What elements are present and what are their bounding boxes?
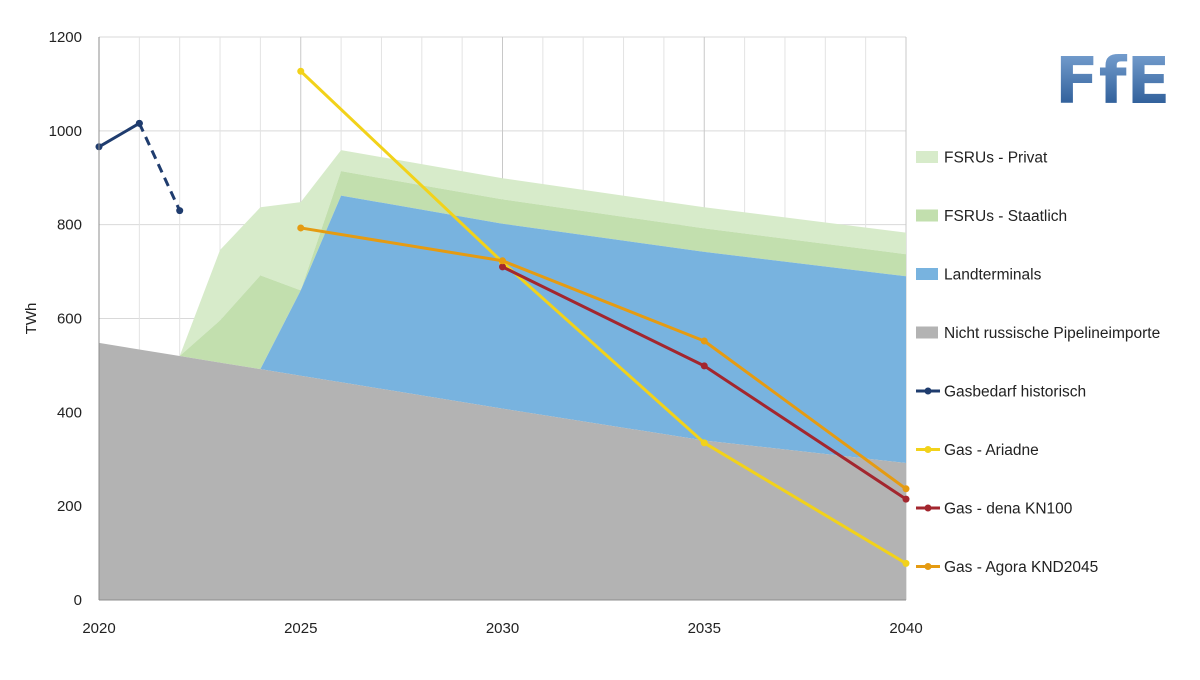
series-point-1 [902,559,910,567]
series-point-3 [700,337,708,345]
legend-label: Nicht russische Pipelineimporte [944,325,1160,342]
legend-marker [924,504,932,512]
legend-marker [924,387,932,395]
area-fsrus-staatlich [99,171,906,370]
series-lines [95,67,910,567]
legend-label: Gas - Ariadne [944,442,1039,459]
series-point-2 [700,362,708,370]
y-tick-label: 600 [57,311,82,328]
series-point-3 [499,257,506,265]
legend-swatch [916,209,938,222]
series-line-dashed-0 [137,122,182,212]
legend-swatch [916,268,938,280]
series-point-dashed-0 [176,207,184,215]
y-tick-label: 1200 [49,29,82,46]
y-tick-label: 1000 [49,123,82,140]
legend-marker [924,446,932,453]
legend-label: Gas - dena KN100 [944,501,1073,518]
y-tick-label: 800 [57,217,82,234]
x-tick-label: 2025 [284,620,317,637]
legend-label: Gas - Agora KND2045 [944,559,1098,576]
legend-label: FSRUs - Privat [944,150,1048,167]
ffe-logo: FfE [1055,45,1170,119]
series-point-2 [902,495,910,503]
legend: FSRUs - Privat FSRUs - Staatlich Landtermi… [916,150,1160,576]
x-tick-label: 2030 [486,620,519,637]
stacked-areas [99,150,906,600]
series-line-0 [98,122,141,149]
series-point-1 [700,439,708,447]
y-tick-label: 400 [57,404,82,421]
series-line-3 [300,226,907,491]
legend-label: Gasbedarf historisch [944,384,1086,401]
series-point-dashed-0 [135,119,143,127]
legend-label: Landterminals [944,267,1042,284]
legend-swatch [916,151,938,163]
legend-label: FSRUs - Staatlich [944,208,1067,225]
area-landterminals [99,195,906,464]
series-point-2 [499,263,506,271]
area-pipelineimporte [99,342,906,600]
x-tick-label: 2035 [688,620,721,637]
legend-swatch [916,326,938,339]
axes: 0 200 400 600 800 1000 1200 2020 2025 2030 2035 204… [23,29,923,637]
area-fsrus-privat [99,150,906,357]
series-line-1 [299,70,907,565]
logo-text: FfE [1055,45,1170,119]
series-point-3 [902,485,910,493]
series-point-3 [297,224,305,232]
legend-marker [924,563,932,570]
x-tick-label: 2020 [82,620,115,637]
x-tick-label: 2040 [889,620,922,637]
y-tick-label: 200 [57,498,82,515]
y-tick-label: 0 [74,592,82,609]
series-point-1 [297,67,305,75]
y-axis-label: TWh [23,303,40,335]
